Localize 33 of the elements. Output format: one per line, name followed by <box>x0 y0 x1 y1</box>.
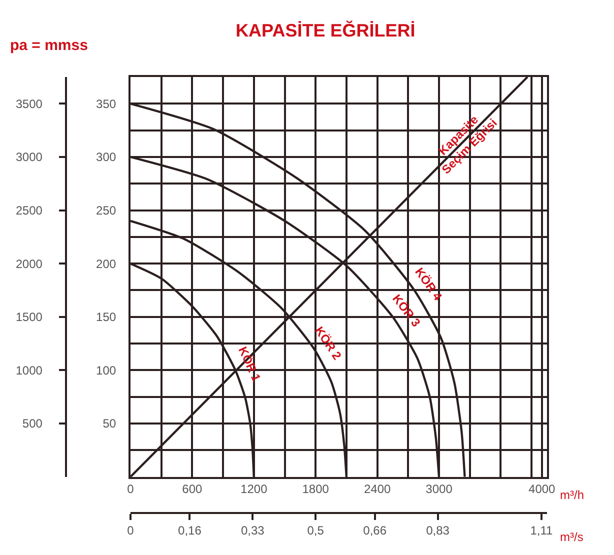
text: KÖR 1 <box>236 344 264 384</box>
y-tick-label: 50 <box>102 416 116 431</box>
y2-tick-label: 1500 <box>16 310 43 324</box>
y2-tick-label: 2500 <box>16 203 43 218</box>
x-tick-label: 1200 <box>240 482 268 496</box>
x2-tick-label: 0,16 <box>178 523 202 538</box>
x2-tick-label: 0,83 <box>426 523 450 538</box>
x-tick-label: 1800 <box>302 482 330 496</box>
x2-axis-title: m³/s <box>560 530 584 544</box>
x2-tick-label: 0 <box>127 523 134 538</box>
y2-tick-label: 1000 <box>16 363 43 378</box>
x-tick-label: 3000 <box>426 482 453 496</box>
x-tick-label: 0 <box>127 482 134 496</box>
x2-tick-label: 0,33 <box>240 523 265 538</box>
y2-tick-label: 2000 <box>16 256 43 271</box>
x-tick-label: 2400 <box>364 482 391 496</box>
y-tick-label: 350 <box>96 96 116 111</box>
x2-tick-label: 0,5 <box>307 523 324 538</box>
y2-tick-label: 3000 <box>16 150 43 164</box>
y2-axis-title: pa = mmss <box>10 37 88 54</box>
x-tick-label: 600 <box>182 482 203 496</box>
x2-tick-label: 1,11 <box>530 523 554 538</box>
y2-tick-label: 500 <box>22 416 43 431</box>
y-tick-label: 100 <box>96 363 116 378</box>
x-tick-label: 4000 <box>528 482 556 496</box>
y-tick-label: 200 <box>96 256 116 271</box>
y-tick-label: 300 <box>96 150 116 164</box>
y-tick-label: 150 <box>96 310 116 324</box>
x2-tick-label: 0,66 <box>363 523 387 538</box>
y2-tick-label: 3500 <box>16 96 43 111</box>
chart-title: KAPASİTE EĞRİLERİ <box>236 20 416 40</box>
y-tick-label: 250 <box>96 203 116 218</box>
x-axis-title: m³/h <box>560 488 584 502</box>
